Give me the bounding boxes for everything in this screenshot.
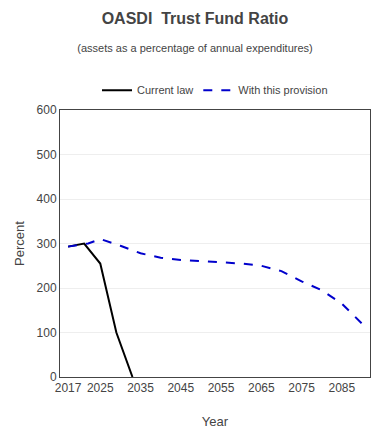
svg-text:(assets as a percentage of ann: (assets as a percentage of annual expend…: [77, 42, 312, 54]
svg-text:2085: 2085: [328, 381, 355, 395]
svg-text:Year: Year: [202, 414, 229, 429]
svg-text:400: 400: [37, 192, 57, 206]
svg-text:2035: 2035: [127, 381, 154, 395]
svg-text:2075: 2075: [288, 381, 315, 395]
svg-text:600: 600: [37, 103, 57, 117]
svg-text:300: 300: [37, 237, 57, 251]
svg-text:100: 100: [37, 326, 57, 340]
svg-text:500: 500: [37, 148, 57, 162]
svg-text:2055: 2055: [208, 381, 235, 395]
svg-text:0: 0: [50, 370, 57, 384]
svg-text:2065: 2065: [248, 381, 275, 395]
svg-text:With this provision: With this provision: [238, 84, 327, 96]
svg-text:2017: 2017: [55, 381, 82, 395]
svg-text:2045: 2045: [167, 381, 194, 395]
svg-text:2025: 2025: [87, 381, 114, 395]
svg-text:Percent: Percent: [12, 221, 27, 266]
svg-text:200: 200: [37, 281, 57, 295]
svg-text:Current law: Current law: [137, 84, 193, 96]
svg-text:OASDI Trust Fund Ratio: OASDI Trust Fund Ratio: [102, 10, 289, 27]
